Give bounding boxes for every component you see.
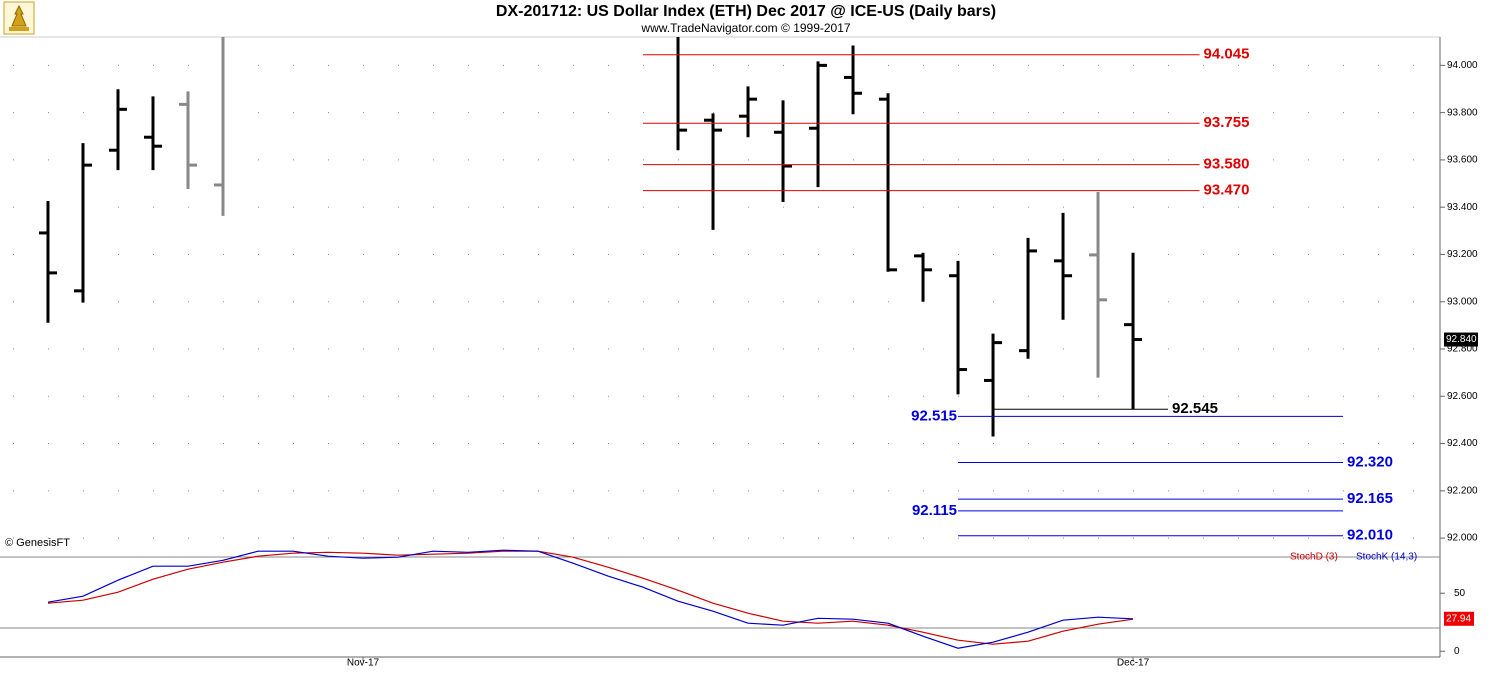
y-tick-label: 92.400: [1447, 438, 1478, 449]
last-value-box: [1444, 332, 1478, 347]
y-tick-label: 93.400: [1447, 202, 1478, 213]
level-label: 94.045: [1204, 46, 1250, 63]
y-tick-label: 93.800: [1447, 107, 1478, 118]
annotation: © GenesisFT: [5, 537, 70, 549]
y-tick-label: 94.000: [1447, 60, 1478, 71]
legend-entry: StochK (14,3): [1356, 552, 1417, 563]
level-label: 92.320: [1347, 453, 1393, 470]
level-label: 92.010: [1347, 527, 1393, 544]
last-value-box: [1444, 611, 1474, 626]
level-label: 92.165: [1347, 490, 1393, 507]
y-tick-label: 92.600: [1447, 391, 1478, 402]
price-panel: [13, 37, 1440, 539]
y-tick-label: 93.200: [1447, 249, 1478, 260]
y-tick-label: 93.600: [1447, 155, 1478, 166]
level-label: 93.470: [1204, 182, 1250, 199]
y-tick-label: 92.200: [1447, 485, 1478, 496]
stoch-line: [47, 549, 1134, 649]
level-label: 92.515: [911, 407, 957, 424]
legend-entry: StochD (3): [1290, 552, 1338, 563]
level-label: 92.545: [1172, 400, 1218, 417]
level-label: 92.115: [912, 502, 957, 519]
level-label: 93.580: [1204, 156, 1250, 173]
y-tick-label: 92.800: [1447, 344, 1478, 355]
y-tick-label: 50: [1454, 588, 1466, 599]
chart-subtitle: www.TradeNavigator.com © 1999-2017: [640, 21, 850, 35]
last-value-label: 92.840: [1446, 334, 1477, 345]
level-label: 93.755: [1204, 114, 1250, 131]
y-tick-label: 92.000: [1447, 533, 1478, 544]
chart-title: DX-201712: US Dollar Index (ETH) Dec 201…: [496, 3, 996, 20]
last-value-label: 27.94: [1446, 613, 1471, 624]
x-tick-label: Dec-17: [1117, 658, 1150, 669]
y-tick-label: 0: [1454, 646, 1460, 657]
x-tick-label: Nov-17: [347, 658, 380, 669]
y-tick-label: 93.000: [1447, 296, 1478, 307]
logo: [3, 1, 35, 35]
stoch-line: [47, 550, 1134, 645]
